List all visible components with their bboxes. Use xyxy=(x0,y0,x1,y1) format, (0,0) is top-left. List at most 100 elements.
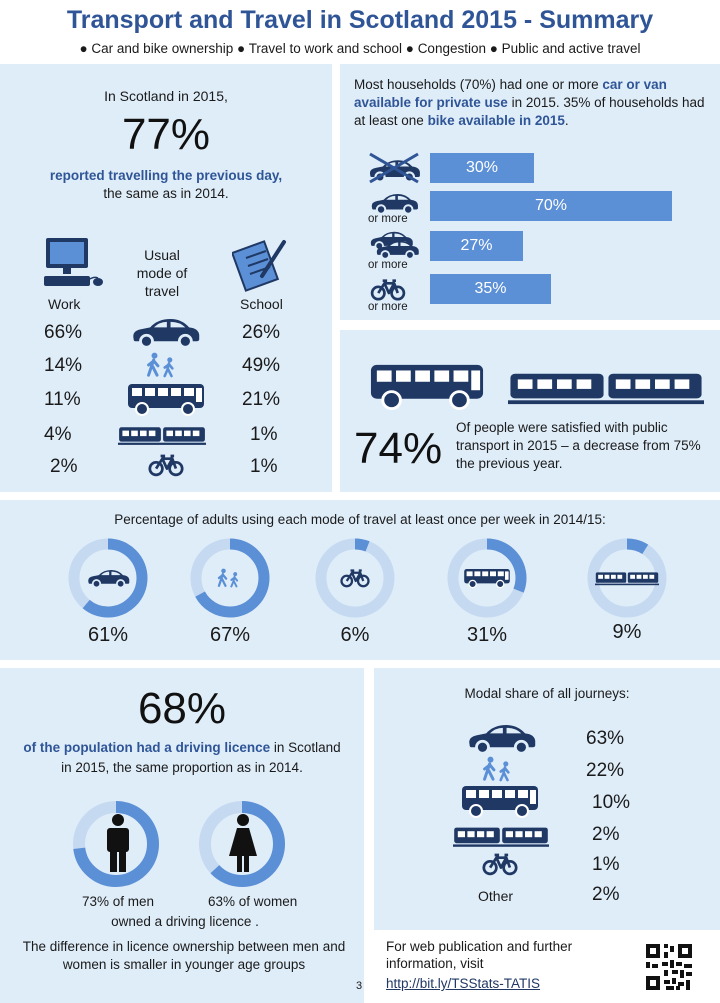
ownership-bar-car: 70% xyxy=(430,191,672,221)
page-title: Transport and Travel in Scotland 2015 - … xyxy=(66,6,654,34)
train-icon xyxy=(508,368,704,406)
or-more-label: or more xyxy=(368,301,408,313)
travel-panel: In Scotland in 2015, 77% reported travel… xyxy=(0,64,332,492)
weekly-donut-walk xyxy=(190,538,270,618)
satisfaction-text: Of people were satisfied with public tra… xyxy=(456,420,701,471)
or-more-label: or more xyxy=(368,259,408,271)
weekly-use-panel: Percentage of adults using each mode of … xyxy=(0,500,720,660)
work-value-car: 66% xyxy=(44,322,83,343)
topic-item: Car and bike ownership xyxy=(91,41,234,56)
weekly-donut-walk-fill xyxy=(190,538,270,618)
footer-text: For web publication and further informat… xyxy=(386,939,573,971)
work-value-walk: 14% xyxy=(44,355,83,376)
car-icon xyxy=(128,316,202,348)
bus-icon xyxy=(368,362,486,410)
ownership-panel: Most households (70%) had one or more ca… xyxy=(340,64,720,320)
ownership-bar-bike: 35% xyxy=(430,274,551,304)
licence-text-2: in 2015, the same proportion as in 2014. xyxy=(61,760,303,775)
topic-item: Congestion xyxy=(417,41,486,56)
weekly-donut-train xyxy=(587,538,667,618)
work-label: Work xyxy=(48,296,81,312)
difference-text: The difference in licence ownership betw… xyxy=(22,939,346,972)
weekly-donut-bus-fill xyxy=(447,538,527,618)
weekly-donut-bus xyxy=(447,538,527,618)
weekly-use-title: Percentage of adults using each mode of … xyxy=(114,512,606,527)
modal-value-bike: 1% xyxy=(592,854,620,875)
travel-highlight: reported travelling the previous day, xyxy=(49,168,283,183)
topic-item: Travel to work and school xyxy=(248,41,403,56)
work-value-train: 4% xyxy=(44,424,72,445)
footer: For web publication and further informat… xyxy=(374,930,720,1003)
satisfaction-panel: 74% Of people were satisfied with public… xyxy=(340,330,720,492)
women-licence-donut-fill xyxy=(199,801,285,887)
weekly-donut-bike-fill xyxy=(315,538,395,618)
bike-icon xyxy=(370,278,406,301)
women-label: 63% of women xyxy=(208,894,298,909)
satisfaction-percent: 74% xyxy=(354,424,443,473)
licence-panel: 68% of the population had a driving lice… xyxy=(0,668,364,1003)
modal-share-title: Modal share of all journeys: xyxy=(464,686,630,701)
footer-link[interactable]: http://bit.ly/TSStats-TATIS xyxy=(386,976,541,991)
qr-code-icon xyxy=(646,944,692,990)
men-label: 73% of men xyxy=(82,894,155,909)
work-value-bus: 11% xyxy=(44,389,81,410)
licence-text-1: of the population had a driving licence … xyxy=(23,740,341,755)
page-number: 3 xyxy=(356,980,363,992)
car-icon xyxy=(87,569,130,588)
ownership-bar-two-cars: 27% xyxy=(430,231,523,261)
walking-icon xyxy=(482,756,516,782)
weekly-donut-car xyxy=(68,538,148,618)
notepad-icon xyxy=(232,240,286,292)
school-value-train: 1% xyxy=(250,424,278,445)
owned-label: owned a driving licence . xyxy=(111,914,259,929)
weekly-value-bike: 6% xyxy=(340,624,370,646)
travel-percent: 77% xyxy=(121,110,211,159)
modal-share-panel: Modal share of all journeys: 63% 22% 10%… xyxy=(374,668,720,930)
bus-icon xyxy=(460,784,540,818)
modal-value-train: 2% xyxy=(592,824,620,845)
walk-icon xyxy=(217,568,239,588)
ownership-bar-no-car: 30% xyxy=(430,153,534,183)
men-licence-donut-fill xyxy=(73,801,159,887)
woman-icon xyxy=(229,814,257,872)
modal-other-label: Other xyxy=(478,888,514,904)
school-value-walk: 49% xyxy=(242,355,281,376)
modal-value-other: 2% xyxy=(592,884,620,905)
bike-icon xyxy=(148,453,184,477)
walking-icon xyxy=(146,352,180,378)
modal-value-car: 63% xyxy=(586,728,625,749)
weekly-value-car: 61% xyxy=(87,624,129,646)
weekly-donut-train-fill xyxy=(587,538,667,618)
car-icon xyxy=(368,192,420,214)
travel-suffix: the same as in 2014. xyxy=(103,186,229,201)
bus-icon xyxy=(463,568,511,589)
weekly-value-train: 9% xyxy=(612,621,642,643)
topic-item: Public and active travel xyxy=(501,41,641,56)
bus-icon xyxy=(126,382,206,416)
two-cars-icon xyxy=(370,231,420,259)
bike-icon xyxy=(482,852,518,876)
ownership-text: Most households (70%) had one or more ca… xyxy=(354,77,705,128)
women-licence-donut xyxy=(199,801,285,887)
train-icon xyxy=(448,824,554,848)
licence-percent: 68% xyxy=(137,684,227,733)
modal-value-bus: 10% xyxy=(592,792,631,813)
weekly-donut-car-fill xyxy=(68,538,148,618)
school-value-car: 26% xyxy=(242,322,281,343)
train-icon xyxy=(114,424,210,446)
school-value-bike: 1% xyxy=(250,456,278,477)
weekly-value-bus: 31% xyxy=(466,624,508,646)
travel-intro: In Scotland in 2015, xyxy=(104,88,228,104)
train-icon xyxy=(595,572,659,586)
computer-icon xyxy=(44,238,103,286)
weekly-value-walk: 67% xyxy=(209,624,251,646)
work-value-bike: 2% xyxy=(50,456,78,477)
bike-icon xyxy=(340,569,370,588)
page-header: Transport and Travel in Scotland 2015 - … xyxy=(0,6,720,56)
school-label: School xyxy=(240,296,283,312)
usual-mode-label: Usual mode of travel xyxy=(136,247,188,299)
men-licence-donut xyxy=(73,801,159,887)
school-value-bus: 21% xyxy=(242,389,281,410)
modal-value-walk: 22% xyxy=(586,760,625,781)
man-icon xyxy=(107,814,129,872)
